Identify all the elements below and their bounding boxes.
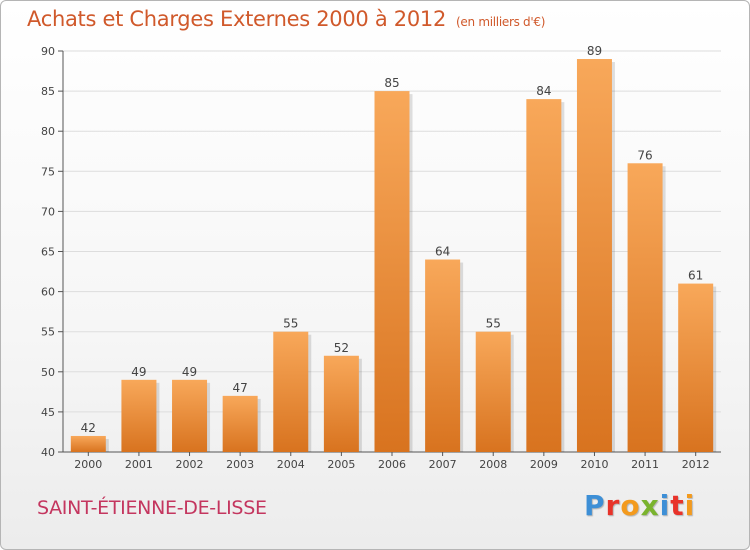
bar-2012[interactable] — [678, 283, 714, 452]
logo-letter: o — [620, 489, 641, 522]
bar-2002[interactable] — [172, 379, 208, 452]
bar-2003[interactable] — [222, 395, 258, 452]
logo-letter: i — [684, 489, 696, 522]
data-label: 89 — [587, 44, 602, 58]
x-tick-label: 2002 — [176, 458, 204, 471]
x-tick-label: 2011 — [631, 458, 659, 471]
y-tick-label: 85 — [41, 85, 55, 98]
data-label: 85 — [384, 76, 399, 90]
y-tick-label: 40 — [41, 446, 55, 459]
y-tick-label: 90 — [41, 45, 55, 58]
logo-letter: x — [640, 489, 660, 522]
x-tick-label: 2012 — [682, 458, 710, 471]
data-label: 42 — [81, 421, 96, 435]
y-tick-label: 80 — [41, 125, 55, 138]
logo-letter: t — [670, 489, 685, 522]
data-label: 84 — [536, 84, 551, 98]
x-tick-label: 2008 — [479, 458, 507, 471]
place-name: SAINT-ÉTIENNE-DE-LISSE — [37, 497, 267, 519]
bar-2004[interactable] — [273, 331, 309, 452]
data-labels: 42 49 49 47 55 52 85 64 55 84 89 76 61 — [81, 44, 704, 435]
x-tick-label: 2007 — [429, 458, 457, 471]
data-label: 76 — [637, 148, 652, 162]
x-tick-label: 2005 — [327, 458, 355, 471]
bar-2005[interactable] — [323, 355, 359, 452]
bars — [70, 59, 717, 453]
data-label: 64 — [435, 245, 450, 259]
y-tick-label: 75 — [41, 165, 55, 178]
bar-2009[interactable] — [526, 99, 562, 453]
logo-letter: i — [659, 489, 671, 522]
y-tick-label: 70 — [41, 205, 55, 218]
proxiti-logo[interactable]: Proxiti — [584, 489, 695, 522]
chart-title: Achats et Charges Externes 2000 à 2012 — [27, 7, 447, 31]
y-tick-label: 45 — [41, 406, 55, 419]
x-tick-label: 2009 — [530, 458, 558, 471]
bar-2006[interactable] — [374, 91, 410, 452]
bar-2000[interactable] — [70, 435, 106, 452]
data-label: 55 — [283, 317, 298, 331]
x-tick-label: 2003 — [226, 458, 254, 471]
x-tick-label: 2006 — [378, 458, 406, 471]
chart-unit: (en milliers d'€) — [456, 15, 546, 29]
y-tick-label: 65 — [41, 246, 55, 259]
data-label: 61 — [688, 269, 703, 283]
bar-2007[interactable] — [425, 259, 461, 452]
bar-2008[interactable] — [475, 331, 511, 452]
bar-2011[interactable] — [627, 163, 663, 452]
bar-2010[interactable] — [576, 59, 612, 453]
logo-letter: r — [605, 489, 621, 522]
logo-letter: P — [584, 489, 606, 522]
bar-2001[interactable] — [121, 379, 157, 452]
x-tick-label: 2001 — [125, 458, 153, 471]
data-label: 49 — [182, 365, 197, 379]
x-tick-label: 2004 — [277, 458, 305, 471]
data-label: 55 — [486, 317, 501, 331]
chart-title-block: Achats et Charges Externes 2000 à 2012 (e… — [27, 7, 545, 31]
y-tick-label: 55 — [41, 326, 55, 339]
y-tick-label: 60 — [41, 286, 55, 299]
data-label: 52 — [334, 341, 349, 355]
x-tick-label: 2010 — [580, 458, 608, 471]
data-label: 47 — [233, 381, 248, 395]
x-tick-label: 2000 — [74, 458, 102, 471]
data-label: 49 — [131, 365, 146, 379]
y-tick-label: 50 — [41, 366, 55, 379]
